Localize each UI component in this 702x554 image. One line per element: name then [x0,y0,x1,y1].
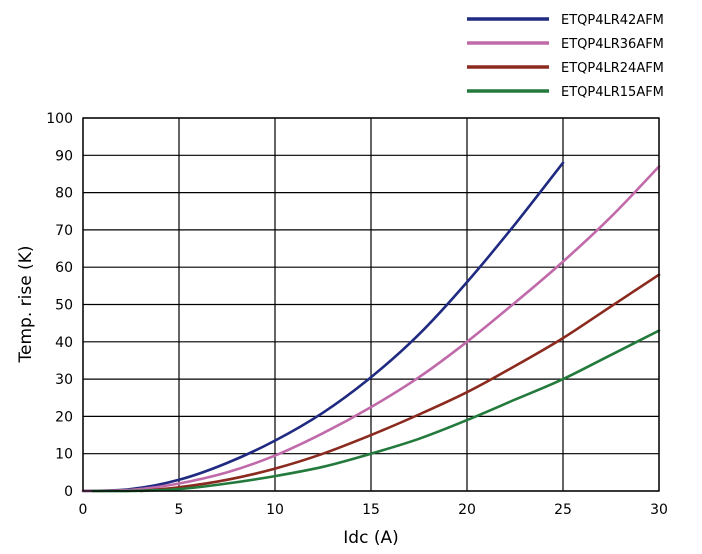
series-line-ETQP4LR15AFM [91,329,661,493]
x-tick-label-5: 5 [175,502,184,518]
legend-label-ETQP4LR42AFM: ETQP4LR42AFM [561,13,664,28]
y-tick-label-80: 80 [55,186,73,202]
x-tick-label-25: 25 [554,502,572,518]
series-line-ETQP4LR24AFM [139,273,661,493]
y-tick-label-30: 30 [55,372,73,388]
series-line-ETQP4LR36AFM [81,165,661,493]
y-tick-label-10: 10 [55,447,73,463]
y-tick-label-70: 70 [55,223,73,239]
y-tick-label-0: 0 [64,484,73,500]
y-axis-title: Temp. rise (K) [16,246,36,364]
x-tick-label-30: 30 [650,502,668,518]
y-axis-ticks: 0 10 20 30 40 50 60 70 80 90 100 [46,111,73,500]
legend-label-ETQP4LR24AFM: ETQP4LR24AFM [561,61,664,76]
plot-border [82,117,660,492]
x-axis-title: Idc (A) [343,528,398,548]
legend-label-ETQP4LR15AFM: ETQP4LR15AFM [561,85,664,100]
legend: ETQP4LR42AFM ETQP4LR36AFM ETQP4LR24AFM ETQP… [467,13,664,100]
y-tick-label-20: 20 [55,409,73,425]
y-tick-label-60: 60 [55,260,73,276]
x-tick-label-0: 0 [79,502,88,518]
y-tick-label-90: 90 [55,148,73,164]
plot-frame [82,117,660,492]
x-tick-label-10: 10 [266,502,284,518]
x-tick-label-15: 15 [362,502,380,518]
x-tick-label-20: 20 [458,502,476,518]
series-line-ETQP4LR42AFM [81,161,565,493]
y-tick-label-100: 100 [46,111,73,127]
y-tick-label-40: 40 [55,335,73,351]
x-axis-ticks: 0 5 10 15 20 25 30 [79,502,668,518]
y-tick-label-50: 50 [55,298,73,314]
legend-label-ETQP4LR36AFM: ETQP4LR36AFM [561,37,664,52]
series-layer [81,161,661,493]
